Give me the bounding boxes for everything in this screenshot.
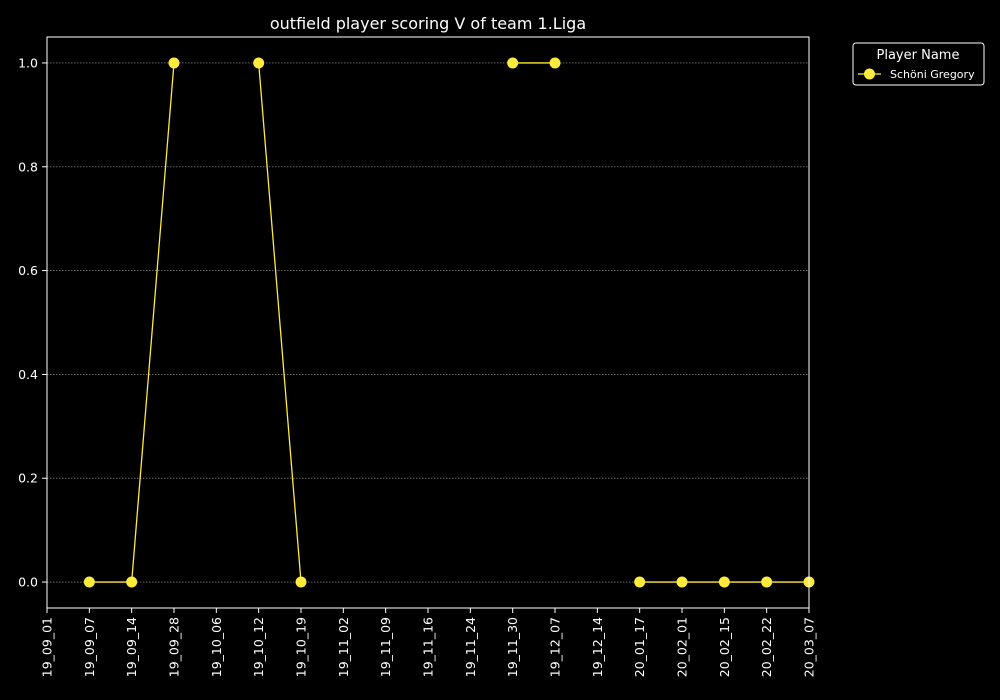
x-tick-label: 19_11_02 bbox=[336, 617, 351, 677]
legend-entry-label: Schöni Gregory bbox=[890, 68, 975, 81]
x-tick-label: 19_09_28 bbox=[167, 617, 182, 677]
y-tick-label: 0.6 bbox=[18, 263, 38, 278]
data-point bbox=[676, 576, 688, 588]
y-tick-label: 1.0 bbox=[18, 55, 38, 70]
data-point bbox=[549, 57, 561, 69]
x-tick-label: 19_11_09 bbox=[378, 617, 393, 677]
y-tick-label: 0.8 bbox=[18, 159, 38, 174]
x-tick-label: 19_10_12 bbox=[251, 617, 266, 677]
data-point bbox=[634, 576, 646, 588]
x-tick-label: 19_10_19 bbox=[294, 617, 309, 677]
chart-title: outfield player scoring V of team 1.Liga bbox=[270, 14, 586, 33]
legend-title: Player Name bbox=[877, 48, 960, 63]
series-line-segment bbox=[131, 62, 175, 583]
x-tick-label: 19_10_06 bbox=[209, 617, 224, 677]
series-layer bbox=[83, 57, 815, 588]
legend-frame bbox=[852, 42, 985, 86]
x-tick-label: 19_11_16 bbox=[421, 617, 436, 677]
x-tick-label: 19_12_07 bbox=[548, 617, 563, 677]
y-axis: 0.0 0.2 0.4 0.6 0.8 1.0 bbox=[18, 55, 47, 590]
data-point bbox=[253, 57, 265, 69]
x-tick-label: 19_11_30 bbox=[505, 617, 520, 677]
x-axis: 19_09_01 19_09_07 19_09_14 19_09_28 19_10_06… bbox=[40, 608, 817, 677]
data-point bbox=[761, 576, 773, 588]
y-tick-label: 0.4 bbox=[18, 367, 38, 382]
x-tick-label: 20_01_17 bbox=[632, 617, 647, 677]
data-point bbox=[126, 576, 138, 588]
x-tick-label: 19_09_07 bbox=[82, 617, 97, 677]
x-tick-label: 19_11_24 bbox=[463, 617, 478, 677]
data-point bbox=[507, 57, 519, 69]
series-line-segment bbox=[258, 62, 302, 583]
data-point bbox=[168, 57, 180, 69]
x-tick-label: 20_03_07 bbox=[802, 617, 817, 677]
x-tick-label: 19_09_14 bbox=[124, 617, 139, 677]
x-tick-label: 20_02_22 bbox=[759, 617, 774, 677]
x-tick-label: 19_12_14 bbox=[590, 617, 605, 677]
legend-marker-swatch bbox=[864, 68, 875, 80]
data-point bbox=[295, 576, 307, 588]
legend: Player Name Schöni Gregory bbox=[852, 42, 985, 86]
x-tick-label: 20_02_15 bbox=[717, 617, 732, 677]
y-tick-label: 0.2 bbox=[18, 471, 38, 486]
y-tick-label: 0.0 bbox=[18, 575, 38, 590]
x-tick-label: 19_09_01 bbox=[40, 617, 55, 677]
data-point bbox=[83, 576, 95, 588]
x-tick-label: 20_02_01 bbox=[675, 617, 690, 677]
data-point bbox=[718, 576, 730, 588]
